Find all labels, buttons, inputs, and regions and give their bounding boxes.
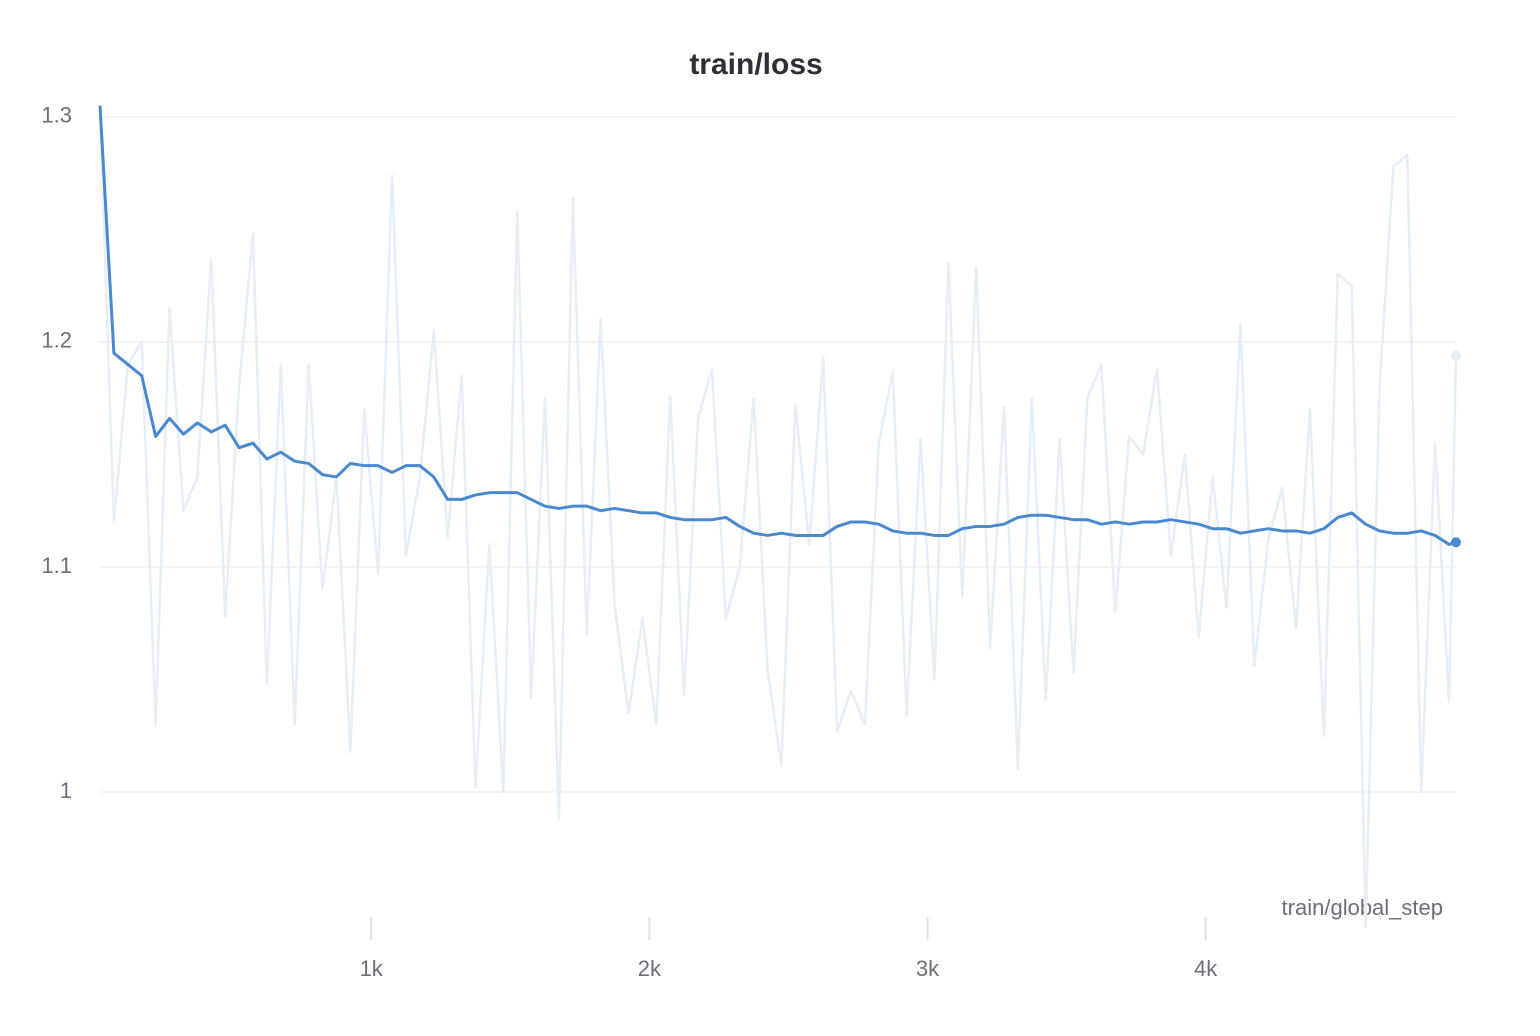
- end-point: [1451, 537, 1461, 548]
- end-point: [1451, 350, 1461, 361]
- series-line: [98, 105, 1458, 929]
- y-tick-label: 1.1: [41, 553, 72, 578]
- x-tick-label: 1k: [360, 956, 384, 981]
- series-line: [98, 105, 1457, 546]
- x-tick-label: 4k: [1194, 956, 1218, 981]
- x-tick-label: 3k: [916, 956, 940, 981]
- y-tick-label: 1.3: [41, 103, 72, 128]
- chart-title: train/loss: [689, 48, 822, 81]
- x-tick-label: 2k: [638, 956, 662, 981]
- y-tick-label: 1: [60, 778, 72, 803]
- x-axis-label: train/global_step: [1282, 895, 1443, 920]
- y-tick-label: 1.2: [41, 328, 72, 353]
